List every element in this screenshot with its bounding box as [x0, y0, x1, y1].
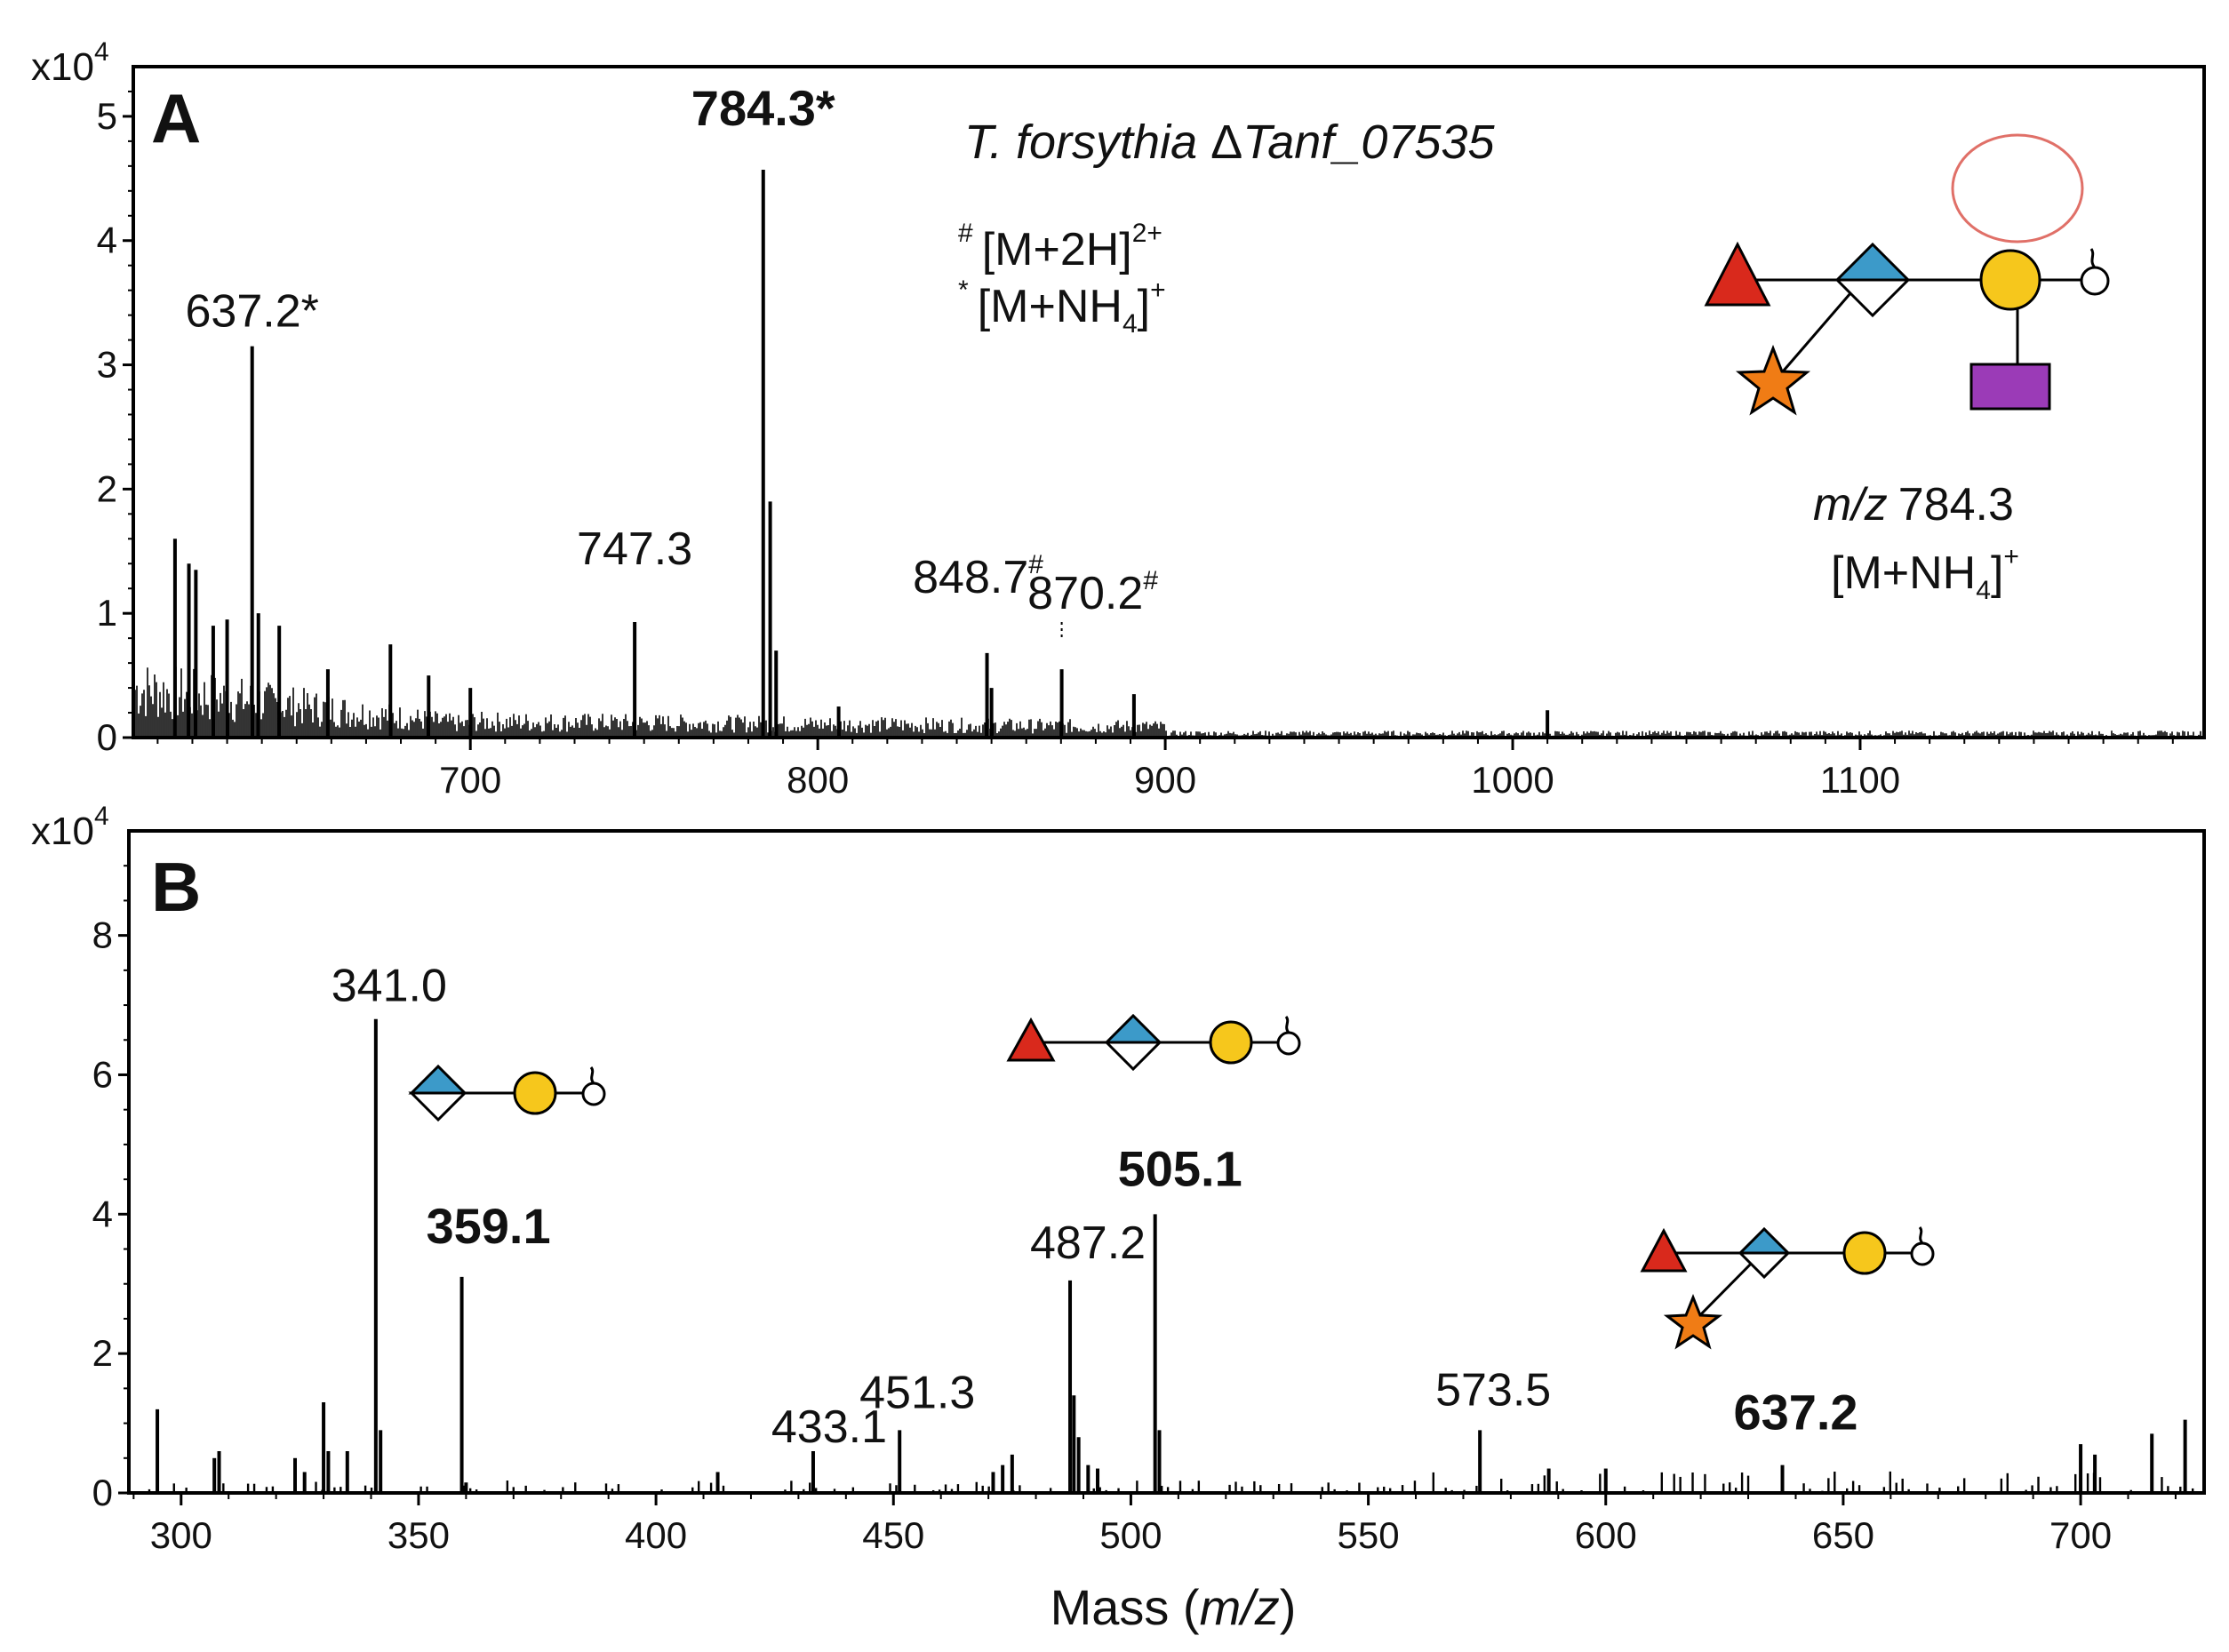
glycan-bond [1776, 279, 1864, 379]
peak-label: 359.1 [426, 1198, 550, 1254]
glycan-fragment-505 [1006, 1013, 1301, 1072]
x-tick-label: 450 [862, 1514, 924, 1556]
galactose-circle-icon [1842, 1231, 1887, 1275]
panel-a: 700 800 900 1000 1100 0 1 2 3 4 5 637.2* 784.3* 747.… [31, 37, 2206, 801]
y-tick-label: 4 [97, 219, 117, 261]
glcnac-diamond-icon [408, 1064, 468, 1122]
panel-b: 300 350 400 450 500 550 600 650 700 0 2 4 6 8 341.0 35… [31, 802, 2206, 1556]
x-tick-label: 400 [625, 1514, 687, 1556]
x-tick-label: 800 [787, 759, 849, 801]
panel-b-letter: B [151, 848, 201, 926]
peak-label: 784.3* [691, 80, 835, 136]
peak-label: 505.1 [1118, 1140, 1242, 1196]
y-tick-label: 8 [92, 914, 113, 956]
y-tick-label: 2 [97, 467, 117, 509]
fucose-triangle-icon [1640, 1227, 1688, 1273]
x-tick-label: 300 [150, 1514, 212, 1556]
panel-b-axes: 300 350 400 450 500 550 600 650 700 0 2 4 6 8 [92, 865, 2177, 1556]
peak-label: 573.5 [1435, 1364, 1551, 1416]
structure-ion-label: [M+NH4]+ [1831, 542, 2019, 605]
fucose-triangle-icon [1704, 241, 1771, 307]
peak-label: 747.3 [577, 523, 692, 575]
peak-label: 870.2# [1027, 566, 1158, 619]
reducing-end-icon [581, 1066, 606, 1106]
x-tick-label: 550 [1338, 1514, 1400, 1556]
panel-a-title: T. forsythia ΔTanf_07535 [964, 116, 1495, 169]
y-tick-label: 3 [97, 344, 117, 386]
square-residue-icon [1969, 363, 2051, 411]
panel-b-frame [127, 829, 2206, 1495]
y-tick-label: 6 [92, 1053, 113, 1095]
panel-a-frame [132, 65, 2206, 739]
x-tick-label: 350 [387, 1514, 450, 1556]
y-tick-label: 1 [97, 592, 117, 634]
x-tick-label: 900 [1134, 759, 1196, 801]
fucose-triangle-icon [1006, 1017, 1056, 1062]
y-tick-label: 4 [92, 1193, 113, 1234]
x-axis-label: Mass (m/z) [1051, 1579, 1297, 1635]
glycan-structure-full [1704, 133, 2110, 416]
y-tick-label: 5 [97, 95, 117, 137]
galactose-circle-icon [513, 1071, 557, 1115]
x-tick-label: 1100 [1820, 759, 1900, 801]
glycan-fragment-341 [408, 1064, 606, 1122]
missing-residue-circle [1951, 133, 2084, 243]
x-tick-label: 700 [439, 759, 501, 801]
x-tick-label: 700 [2049, 1514, 2112, 1556]
x-tick-label: 650 [1812, 1514, 1874, 1556]
x-tick-label: 1000 [1471, 759, 1554, 801]
panel-a-y-multiplier: x104 [31, 37, 109, 89]
peak-label: 433.1 [771, 1401, 887, 1453]
galactose-circle-icon [1209, 1020, 1253, 1065]
legend-ammonium-adduct: * [M+NH4]+ [958, 275, 1166, 339]
glcnac-diamond-icon [1834, 242, 1912, 318]
peak-label: 451.3 [859, 1367, 975, 1418]
reducing-end-icon [1910, 1226, 1935, 1266]
galactose-circle-icon [1979, 249, 2041, 311]
reducing-end-icon [2080, 248, 2110, 296]
panel-a-spectrum-trace [134, 666, 2201, 738]
peak-label: 341.0 [332, 961, 447, 1012]
panel-a-peaks [172, 170, 1550, 738]
peak-label: 637.2 [1733, 1385, 1858, 1441]
y-tick-label: 2 [92, 1332, 113, 1374]
x-tick-label: 500 [1099, 1514, 1162, 1556]
panel-b-y-multiplier: x104 [31, 802, 109, 853]
star-icon [1663, 1293, 1723, 1350]
panel-a-axes: 700 800 900 1000 1100 0 1 2 3 4 5 [97, 90, 2174, 801]
star-icon [1735, 344, 1811, 416]
peak-label: 848.7# [913, 550, 1043, 603]
panel-a-peak-labels: 637.2* 784.3* 747.3 848.7#870.2# [186, 80, 1159, 619]
glcnac-diamond-icon [1737, 1226, 1792, 1280]
peak-label: 487.2 [1030, 1217, 1146, 1269]
y-tick-label: 0 [92, 1472, 113, 1513]
glycan-fragment-637 [1640, 1226, 1935, 1350]
y-tick-label: 0 [97, 716, 117, 758]
panel-a-letter: A [151, 79, 201, 157]
peak-label: 637.2* [186, 286, 319, 338]
structure-mz-label: m/z 784.3 [1813, 479, 2014, 531]
reducing-end-icon [1276, 1016, 1301, 1056]
panel-b-peaks [148, 1018, 2194, 1493]
glcnac-diamond-icon [1103, 1013, 1163, 1072]
x-tick-label: 600 [1575, 1514, 1637, 1556]
legend-doubly-protonated: # [M+2H]2+ [958, 219, 1162, 275]
